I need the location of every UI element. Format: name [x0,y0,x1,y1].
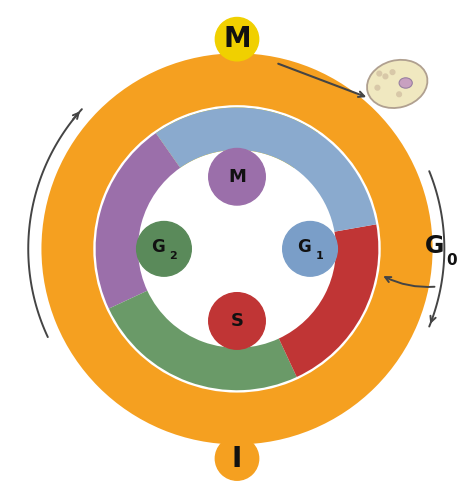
Circle shape [215,437,259,480]
Text: G: G [151,239,165,256]
Circle shape [215,17,259,61]
Circle shape [209,293,265,349]
Circle shape [137,221,191,276]
Text: 2: 2 [170,251,177,261]
Circle shape [140,152,334,346]
Wedge shape [279,224,378,377]
Text: G: G [298,239,311,256]
Text: M: M [228,168,246,186]
Text: 0: 0 [446,253,457,268]
Circle shape [209,148,265,205]
Circle shape [375,85,380,90]
Wedge shape [156,107,318,168]
Wedge shape [156,107,376,232]
Text: I: I [232,445,242,473]
Circle shape [283,221,337,276]
Circle shape [377,71,382,76]
Text: G: G [425,235,445,258]
Circle shape [390,70,395,74]
Text: M: M [223,25,251,53]
Circle shape [397,92,401,97]
Circle shape [383,74,388,79]
Text: S: S [230,312,244,330]
Text: 1: 1 [316,251,323,261]
Ellipse shape [399,78,412,88]
Wedge shape [96,133,180,309]
Ellipse shape [367,60,428,108]
Wedge shape [41,53,433,444]
Wedge shape [109,291,297,390]
